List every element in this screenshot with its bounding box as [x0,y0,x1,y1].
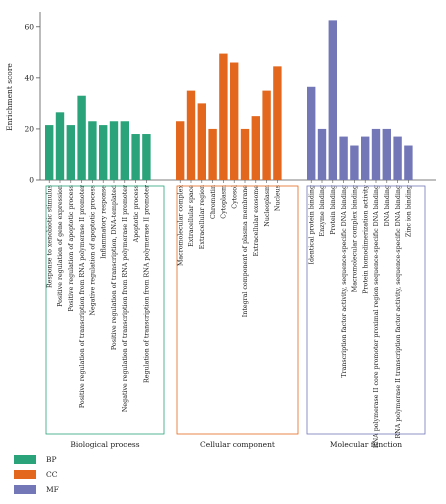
x-category-label: Nucleoplasm [264,185,271,227]
bar [262,90,271,180]
legend-swatch-cc [14,469,36,479]
legend-item-bp: BP [14,452,59,466]
x-category-label: RNA polymerase II transcription factor a… [395,185,402,439]
x-category-label: Cytosol [231,185,238,209]
bar [307,86,316,180]
legend-label-bp: BP [46,454,57,464]
x-category-label: Positive regulation of apoptotic process [68,185,75,312]
y-tick-label: 40 [24,73,34,82]
bar [273,66,282,180]
bar [382,128,391,180]
bar [120,121,129,180]
group-bracket [306,185,426,435]
x-category-label: Chromatin [210,185,217,219]
x-category-label: Macromolecular complex binding [352,185,359,292]
bar [371,128,381,180]
bar [361,136,370,180]
group-label: Molecular function [330,440,402,449]
x-category-label: Negative regulation of apoptotic process [90,185,97,316]
legend-label-mf: MF [46,484,59,494]
bar [88,121,97,180]
x-category-label: DNA binding [384,185,391,226]
bar [317,128,327,180]
group-bracket [176,185,299,435]
x-category-label: Positive regulation of gene expression [57,185,64,307]
bar [45,125,54,180]
bar [404,145,413,180]
bar [208,128,217,180]
x-category-label: RNA polymerase II core promoter proximal… [373,185,380,448]
bar [186,90,196,180]
x-category-label: Positive regulation of transcription, DN… [111,185,118,350]
bar [176,121,185,180]
bar [219,53,228,181]
x-category-label: Apoptotic process [133,185,140,243]
x-category-label: Negative regulation of transcription fro… [122,184,129,412]
bar [230,62,239,181]
bar [109,121,119,180]
x-category-label: Macromolecular complex [177,185,184,266]
group-bracket [45,185,165,435]
x-category-label: Extracellular region [199,185,206,249]
bar [339,136,348,180]
x-category-label: Identical protein binding [308,185,315,265]
bar [350,145,359,180]
x-category-label: Extracellular exosome [253,185,260,257]
x-category-label: Regulation of transcription from RNA pol… [144,184,151,383]
x-category-label: Enzyme binding [319,185,326,236]
group-label: Biological process [70,440,139,449]
y-tick-label: 0 [29,176,34,185]
legend-swatch-mf [14,484,36,494]
y-tick-label: 60 [24,22,34,31]
x-category-label: Zinc ion binding [406,185,413,237]
legend: BP CC MF [14,452,59,497]
bar [66,125,75,180]
x-category-label: Protein binding [330,185,337,235]
bar [55,112,65,180]
x-category-label: Response to xenobiotic stimulus [46,185,53,288]
x-category-label: Inflammatory response [100,185,107,259]
x-category-label: Transcription factor activity, sequence-… [341,185,348,378]
x-category-label: Positive regulation of transcription fro… [79,184,86,408]
x-category-label: Extracellular space [188,185,195,247]
legend-item-mf: MF [14,482,59,496]
bar [197,103,206,180]
y-tick-label: 20 [24,124,34,133]
bar [99,125,108,180]
legend-item-cc: CC [14,467,59,481]
legend-swatch-bp [14,454,36,464]
bar [142,134,151,180]
group-label: Cellular component [200,440,275,449]
x-category-label: Integral component of plasma membrane [242,185,249,317]
x-category-label: Nucleus [275,185,282,211]
bar [251,116,260,180]
bar [131,134,140,180]
x-category-label: Cytoplasm [221,185,228,219]
x-category-label: Protein homodimerization activity [362,185,369,294]
y-axis-title: Enrichment score [5,63,14,131]
bar [77,95,86,180]
bar [393,136,402,180]
bar [328,20,337,181]
legend-label-cc: CC [46,469,58,479]
bar [240,128,250,180]
